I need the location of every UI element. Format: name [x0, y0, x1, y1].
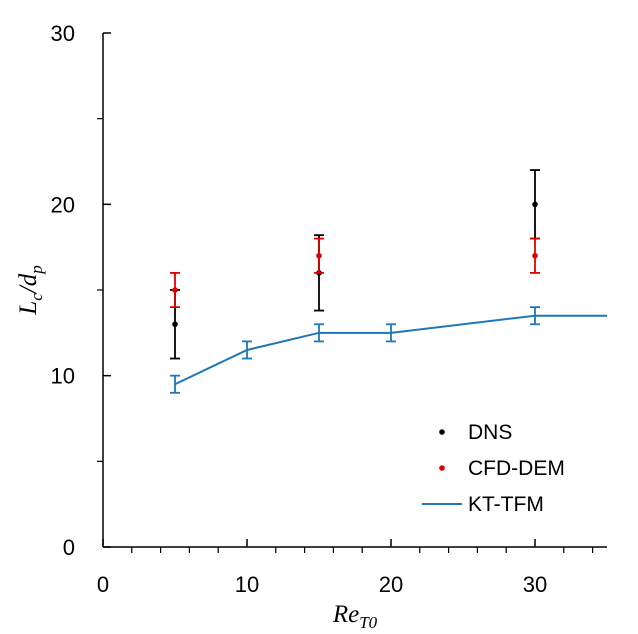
plot-area [170, 169, 607, 394]
legend-label-cfd-dem: CFD-DEM [468, 457, 565, 480]
cfd-dem-point [316, 252, 322, 259]
x-tick-label: 10 [235, 572, 259, 597]
cfd-dem-point [532, 252, 538, 259]
x-tick-label: 0 [97, 572, 109, 597]
y-axis-title-main: L [15, 301, 42, 316]
y-tick-label: 0 [63, 535, 75, 560]
cfd-dem-point [172, 287, 178, 293]
x-tick-label: 20 [379, 572, 403, 597]
y-axis-title-sub-p: p [27, 265, 46, 275]
legend-swatch-dns [439, 429, 445, 435]
x-axis-title-sub: T0 [359, 613, 377, 632]
y-tick-label: 30 [51, 21, 75, 46]
y-tick-label: 10 [51, 364, 75, 389]
x-tick-label: 30 [523, 572, 547, 597]
x-axis-title-main: Re [332, 601, 359, 628]
kt-tfm-line [174, 314, 607, 386]
y-tick-label: 20 [51, 192, 75, 217]
y-axis-title: Lc/dp [15, 265, 46, 315]
x-axis-title: ReT0 [332, 601, 378, 632]
y-axis-title-mid: /d [15, 273, 42, 295]
y-axis-title-sub-c: c [27, 293, 46, 301]
legend-swatch-cfd-dem [439, 465, 445, 471]
tick-labels: 0 10 20 30 0 10 20 30 [51, 21, 548, 597]
minor-ticks [97, 118, 594, 553]
dns-point [532, 201, 538, 208]
legend: DNS CFD-DEM KT-TFM [422, 421, 565, 516]
legend-label-dns: DNS [468, 421, 512, 444]
dns-point [172, 321, 178, 328]
axes [102, 32, 607, 548]
legend-label-kt-tfm: KT-TFM [468, 493, 544, 516]
